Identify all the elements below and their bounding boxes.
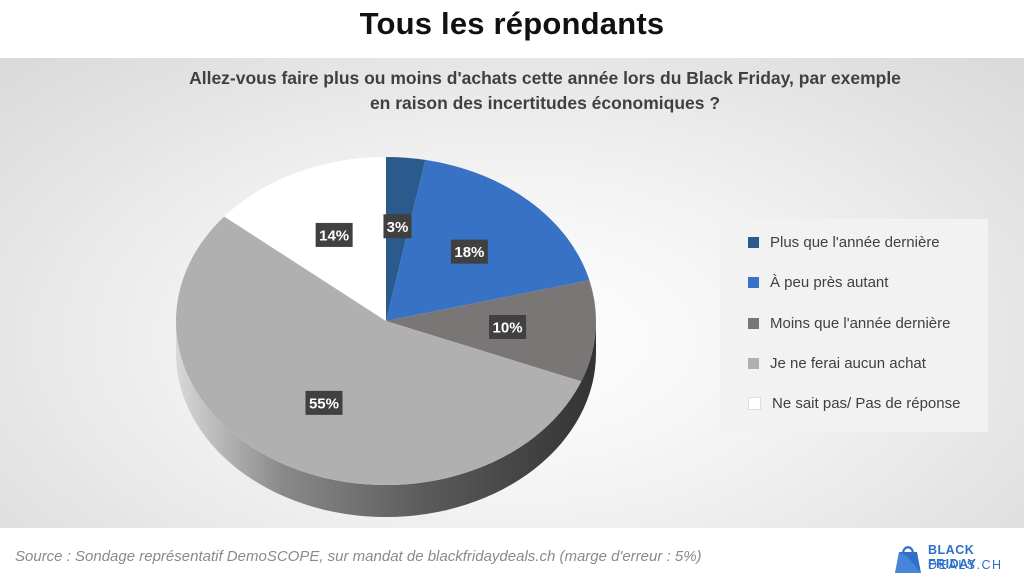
logo-line-1: BLACK FRIDAY — [928, 543, 977, 571]
logo[interactable]: BLACK FRIDAY DEALS.CH — [893, 541, 1018, 575]
legend-item-aucun: Je ne ferai aucun achat — [748, 355, 926, 372]
legend-label: Je ne ferai aucun achat — [770, 355, 926, 372]
logo-line-2: DEALS.CH — [928, 558, 1003, 572]
pie-slice — [224, 157, 386, 321]
page-title: Tous les répondants — [359, 6, 665, 41]
data-label: 3% — [383, 214, 412, 239]
legend-item-moins: Moins que l'année dernière — [748, 315, 950, 332]
legend-item-nsp: Ne sait pas/ Pas de réponse — [748, 395, 960, 412]
pie-side-band — [176, 321, 596, 517]
chart-title-line-2: en raison des incertitudes économiques ? — [369, 93, 721, 113]
data-label-box — [450, 239, 488, 264]
data-label: 18% — [450, 239, 488, 264]
pie-top — [176, 157, 596, 485]
legend-swatch — [748, 318, 759, 329]
chart-title: Allez-vous faire plus ou moins d'achats … — [120, 66, 970, 116]
legend-item-plus: Plus que l'année dernière — [748, 234, 940, 251]
shopping-bag-icon — [895, 546, 921, 573]
legend: Plus que l'année dernière À peu près aut… — [720, 219, 988, 432]
legend-swatch — [748, 397, 761, 410]
data-label-box — [315, 222, 353, 247]
data-label-box — [305, 390, 343, 415]
data-label-text: 55% — [309, 395, 339, 412]
data-label-text: 18% — [454, 244, 484, 261]
footer-source: Source : Sondage représentatif DemoSCOPE… — [15, 548, 702, 565]
data-label: 55% — [305, 390, 343, 415]
legend-swatch — [748, 358, 759, 369]
legend-swatch — [748, 277, 759, 288]
data-label-text: 3% — [387, 219, 409, 236]
pie-side — [176, 321, 596, 517]
pie-slice — [386, 157, 426, 321]
pie-slice — [176, 216, 582, 485]
legend-item-autant: À peu près autant — [748, 274, 888, 291]
data-label-text: 10% — [493, 319, 523, 336]
legend-swatch — [748, 237, 759, 248]
data-label-text: 14% — [319, 227, 349, 244]
legend-label: Plus que l'année dernière — [770, 234, 940, 251]
data-label-box — [383, 214, 412, 239]
data-label-box — [489, 314, 527, 339]
chart-title-line-1: Allez-vous faire plus ou moins d'achats … — [189, 68, 901, 88]
legend-label: Ne sait pas/ Pas de réponse — [772, 395, 961, 412]
data-label: 14% — [315, 222, 353, 247]
legend-label: À peu près autant — [770, 274, 889, 291]
legend-label: Moins que l'année dernière — [770, 315, 951, 332]
data-label: 10% — [489, 314, 527, 339]
pie-labels: 3% 18% 10% 55% 14% — [305, 214, 527, 415]
